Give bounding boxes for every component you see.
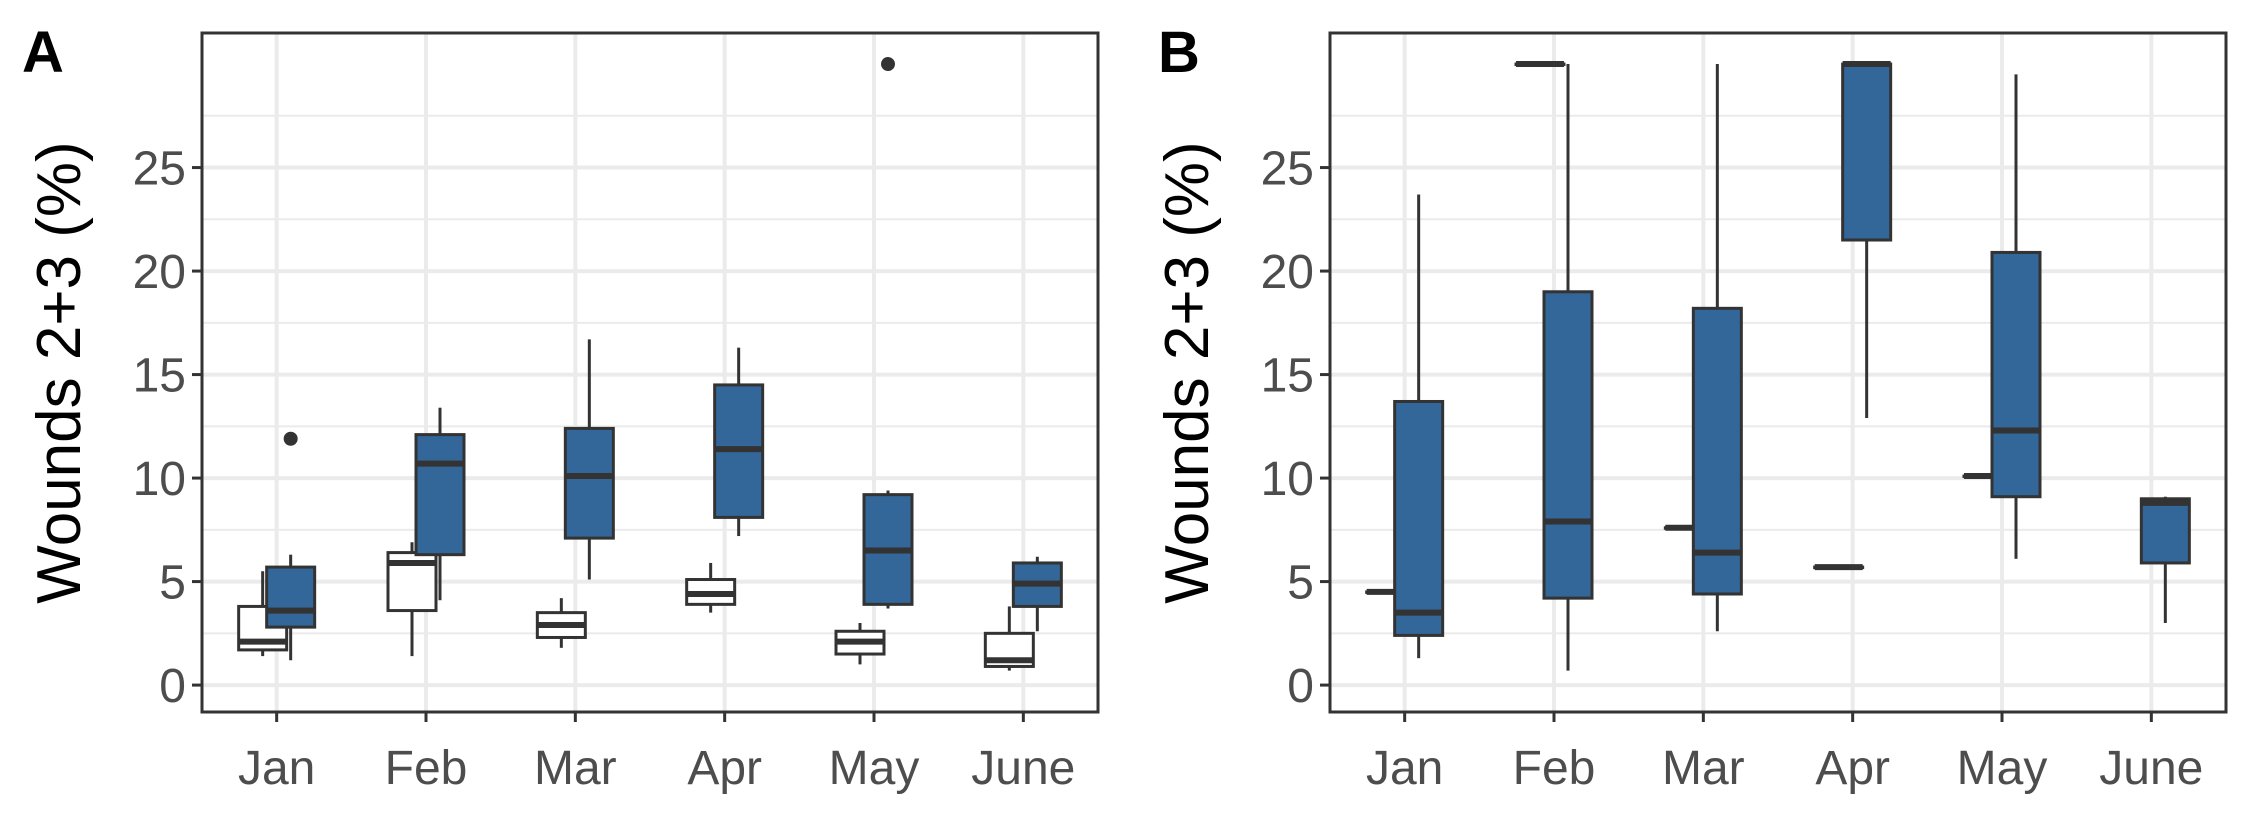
x-tick-label: Apr	[687, 742, 762, 795]
panel-a: 0 5 10 15 20 25 Jan Feb Mar Apr May June Wounds 2+3 …	[22, 20, 1100, 795]
box	[1393, 399, 1445, 637]
outlier-point	[283, 431, 298, 446]
boxplot-jan-series-1	[237, 571, 289, 657]
boxplot-june-series-2	[2139, 496, 2191, 623]
panel-label: B	[1158, 20, 1200, 85]
plot-background	[202, 33, 1098, 712]
y-tick-label: 5	[1287, 557, 1314, 610]
boxplot-feb-series-2	[1542, 64, 1594, 671]
box	[563, 426, 615, 540]
boxplot-mar-series-2	[563, 339, 615, 580]
boxplot-jan-series-2	[1393, 194, 1445, 659]
boxplot-apr-series-1	[685, 562, 737, 613]
x-tick-label: Jan	[238, 742, 315, 795]
boxplot-may-series-2	[862, 57, 914, 609]
y-axis-title: Wounds 2+3 (%)	[25, 141, 94, 603]
x-tick-label: June	[971, 742, 1075, 795]
x-tick-label: Mar	[1662, 742, 1745, 795]
box	[1542, 290, 1594, 600]
panel-border	[200, 31, 1100, 714]
boxplot-feb-series-1	[1514, 61, 1566, 68]
y-tick-label: 0	[1287, 660, 1314, 713]
boxplot-june-series-1	[983, 606, 1035, 671]
x-tick-label: Jan	[1366, 742, 1443, 795]
y-tick-label: 25	[1261, 143, 1314, 196]
box	[2139, 497, 2191, 565]
y-tick-label: 10	[1261, 453, 1314, 506]
panel-border	[1328, 31, 2228, 714]
y-axis-title: Wounds 2+3 (%)	[1153, 141, 1222, 603]
panel-b: 0 5 10 15 20 25 Jan Feb Mar Apr May June Wounds 2+3 …	[1153, 20, 2228, 795]
boxplot-apr-series-2	[1841, 61, 1893, 419]
boxplot-may-series-2	[1990, 74, 2042, 559]
y-tick-label: 15	[1261, 350, 1314, 403]
x-tick-label: May	[829, 742, 920, 795]
y-tick-label: 10	[133, 453, 186, 506]
boxplot-may-series-1	[834, 622, 886, 665]
boxplot-june-series-2	[1011, 556, 1063, 632]
x-tick-label: Feb	[1513, 742, 1596, 795]
boxplot-jan-series-2	[265, 431, 317, 661]
y-tick-label: 15	[133, 350, 186, 403]
boxplot-feb-series-1	[386, 542, 438, 657]
boxplot-mar-series-2	[1691, 64, 1743, 632]
box	[414, 433, 466, 557]
x-tick-label: Apr	[1815, 742, 1890, 795]
y-tick-label: 5	[159, 557, 186, 610]
boxplot-apr-series-2	[713, 347, 765, 537]
box	[265, 565, 317, 629]
box	[1691, 306, 1743, 596]
x-tick-label: Mar	[534, 742, 617, 795]
y-tick-label: 0	[159, 660, 186, 713]
boxplot-mar-series-1	[535, 598, 587, 648]
x-tick-label: June	[2099, 742, 2203, 795]
x-tick-label: Feb	[385, 742, 468, 795]
boxplot-feb-series-2	[414, 407, 466, 601]
box	[1841, 62, 1893, 242]
y-tick-label: 20	[133, 246, 186, 299]
box	[1990, 250, 2042, 499]
panel-label: A	[22, 20, 64, 85]
y-tick-label: 25	[133, 143, 186, 196]
y-tick-label: 20	[1261, 246, 1314, 299]
outlier-point	[881, 57, 895, 72]
boxplot-apr-series-1	[1813, 564, 1865, 571]
x-tick-label: May	[1957, 742, 2048, 795]
plot-background	[1330, 33, 2226, 712]
